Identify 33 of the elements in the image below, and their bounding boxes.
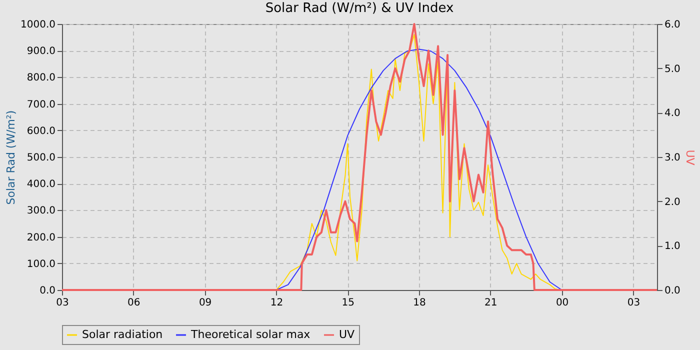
x-tick-label: 09	[198, 298, 212, 308]
chart-title: Solar Rad (W/m²) & UV Index	[265, 1, 454, 16]
y-tick-label: 400.0	[26, 179, 56, 190]
x-tick-label: 00	[556, 298, 569, 308]
y2-tick-label: 0.0	[664, 286, 680, 296]
legend-label: Theoretical solar max	[190, 328, 311, 341]
y2-tick-label: 6.0	[664, 20, 680, 30]
x-tick-label: 03	[56, 298, 69, 308]
y2-tick-label: 5.0	[664, 64, 680, 75]
y-tick-label: 1000.0	[20, 20, 56, 30]
y2-axis-title: UV	[683, 150, 696, 166]
y2-tick-label: 3.0	[664, 152, 680, 164]
y-tick-label: 600.0	[26, 126, 56, 137]
y-tick-label: 100.0	[26, 258, 56, 270]
y-tick-label: 900.0	[26, 46, 56, 58]
y-tick-label: 500.0	[26, 152, 56, 164]
y-tick-label: 700.0	[26, 99, 56, 110]
legend-label: UV	[339, 328, 356, 341]
y-tick-label: 200.0	[26, 232, 56, 244]
y-tick-label: 300.0	[26, 206, 56, 217]
x-tick-label: 06	[128, 298, 140, 308]
y2-tick-label: 4.0	[664, 108, 680, 120]
y-tick-label: 0.0	[40, 286, 56, 296]
y2-tick-label: 2.0	[664, 196, 680, 208]
y-tick-label: 800.0	[26, 72, 56, 84]
x-tick-label: 12	[270, 298, 284, 308]
x-tick-label: 18	[413, 298, 426, 308]
x-tick-label: 21	[484, 298, 498, 308]
legend-label: Solar radiation	[82, 328, 163, 341]
y-axis-title: Solar Rad (W/m²)	[4, 110, 18, 205]
x-tick-label: 03	[627, 298, 640, 308]
y2-tick-label: 1.0	[664, 241, 680, 252]
x-tick-label: 15	[342, 298, 354, 308]
